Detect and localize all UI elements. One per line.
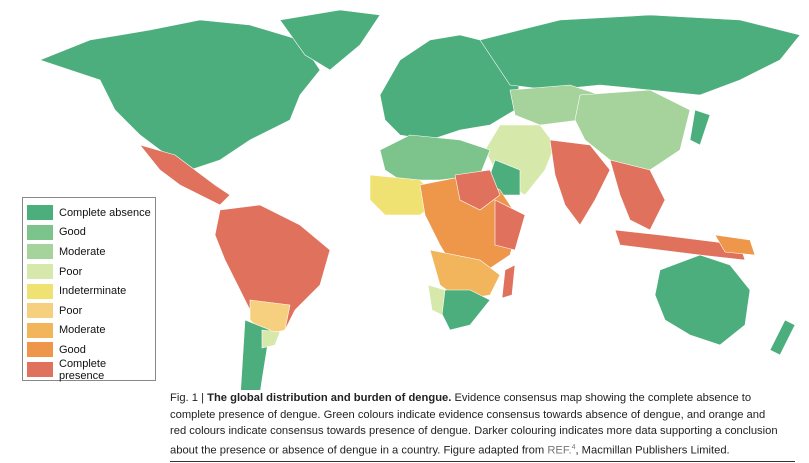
legend-item: Moderate bbox=[27, 321, 151, 341]
caption-line: red colours indicate consensus towards p… bbox=[170, 425, 778, 437]
indonesia bbox=[614, 229, 746, 261]
caption-label: Fig. 1 | bbox=[170, 392, 204, 404]
legend-swatch bbox=[27, 264, 53, 280]
legend-swatch bbox=[27, 303, 53, 319]
legend-swatch bbox=[27, 362, 53, 378]
south-africa bbox=[439, 289, 491, 331]
legend-label: Complete presence bbox=[59, 357, 107, 382]
caption-ref-number[interactable]: 4 bbox=[571, 443, 576, 451]
legend-swatch bbox=[27, 342, 53, 358]
legend-label: Moderate bbox=[59, 324, 106, 337]
legend-item: Moderate bbox=[27, 242, 151, 262]
southeast-asia bbox=[609, 159, 666, 231]
legend-swatch bbox=[27, 283, 53, 299]
legend-label: Good bbox=[59, 343, 86, 356]
legend-item: Poor bbox=[27, 301, 151, 321]
greenland bbox=[279, 9, 381, 71]
legend: Complete absence Good Moderate Poor Indeterm… bbox=[22, 197, 156, 382]
new-zealand bbox=[769, 319, 796, 356]
east-africa bbox=[494, 199, 526, 251]
north-america bbox=[39, 19, 321, 171]
caption-tail: , Macmillan Publishers Limited. bbox=[575, 444, 730, 457]
legend-item: Good bbox=[27, 223, 151, 243]
legend-item: Complete presence bbox=[27, 357, 151, 382]
legend-item: Complete absence bbox=[27, 203, 151, 223]
legend-label: Poor bbox=[59, 304, 83, 317]
caption: Fig. 1 | The global distribution and bur… bbox=[170, 390, 795, 462]
caption-title: The global distribution and burden of de… bbox=[207, 392, 452, 404]
caption-ref[interactable]: REF. bbox=[547, 444, 572, 457]
legend-item: Good bbox=[27, 340, 151, 360]
southern-africa bbox=[429, 249, 501, 301]
south-america-mid bbox=[261, 329, 281, 349]
legend-item: Poor bbox=[27, 262, 151, 282]
russia bbox=[479, 14, 801, 96]
legend-swatch bbox=[27, 224, 53, 240]
legend-swatch bbox=[27, 205, 53, 221]
legend-label: Moderate bbox=[59, 245, 106, 258]
legend-label: Poor bbox=[59, 265, 83, 278]
world-map bbox=[39, 9, 801, 390]
central-america bbox=[139, 144, 231, 206]
legend-label: Complete absence bbox=[59, 206, 151, 219]
sudan bbox=[454, 169, 501, 211]
caption-line: Evidence consensus map showing the compl… bbox=[454, 392, 752, 404]
legend-item: Indeterminate bbox=[27, 281, 151, 301]
india bbox=[549, 139, 611, 226]
legend-swatch bbox=[27, 322, 53, 338]
caption-line: about the presence or absence of dengue … bbox=[170, 444, 545, 457]
new-guinea bbox=[714, 234, 756, 256]
australia bbox=[654, 254, 751, 346]
legend-label: Indeterminate bbox=[59, 285, 127, 298]
caption-line: complete presence of dengue. Green colou… bbox=[170, 408, 766, 421]
legend-label: Good bbox=[59, 226, 86, 239]
madagascar bbox=[501, 264, 516, 299]
namibia bbox=[427, 284, 446, 316]
japan bbox=[689, 109, 711, 146]
legend-swatch bbox=[27, 244, 53, 260]
